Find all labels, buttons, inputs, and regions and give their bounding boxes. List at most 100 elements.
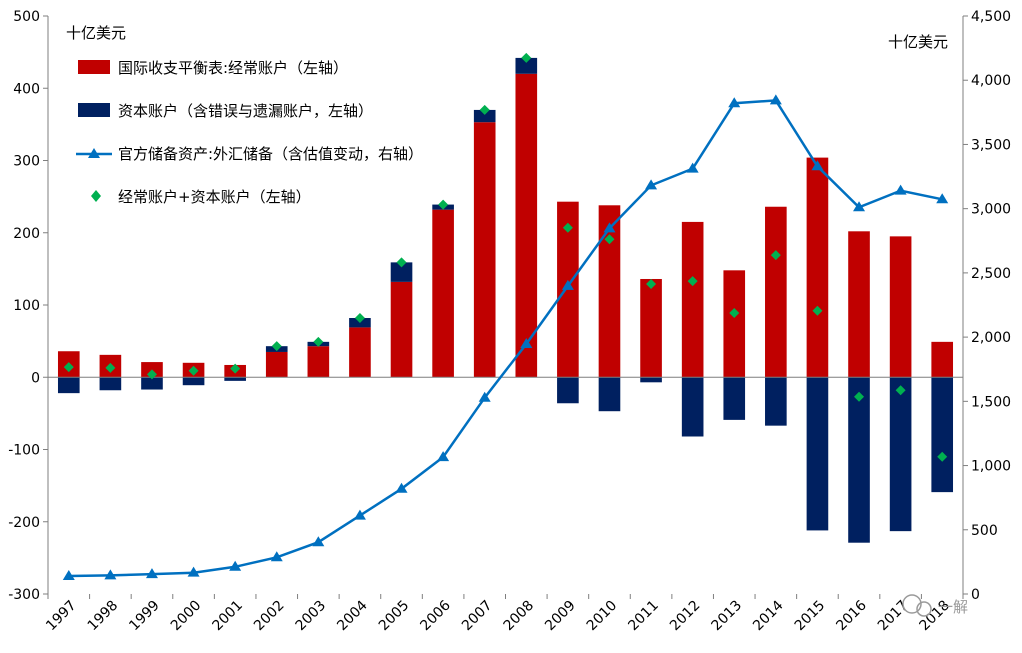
fx-reserves-point-2000 [187, 566, 200, 577]
capital-account-bar-2015 [806, 377, 829, 531]
bar-layer [57, 57, 954, 543]
left-tick-label: 300 [13, 154, 40, 170]
axes-layer [43, 15, 968, 599]
x-tick-label: 2001 [209, 598, 246, 635]
x-tick-label: 1997 [43, 598, 80, 635]
fx-reserves-point-1999 [145, 568, 158, 579]
sum-point-1999 [146, 369, 157, 380]
sum-point-2018 [937, 451, 948, 462]
x-tick-label: 2015 [792, 598, 829, 635]
legend-label-sum: 经常账户+资本账户（左轴） [118, 188, 311, 206]
legend-label-fx-reserves: 官方储备资产:外汇储备（含估值变动，右轴） [118, 145, 423, 163]
fx-reserves-point-2014 [769, 94, 782, 105]
fx-reserves-point-2016 [853, 201, 866, 212]
current-account-bar-2004 [349, 327, 371, 378]
sum-point-2010 [604, 234, 615, 245]
left-tick-label: 500 [13, 9, 40, 25]
current-account-bar-2011 [640, 278, 662, 378]
left-axis-unit: 十亿美元 [66, 24, 126, 42]
capital-account-bar-2013 [723, 377, 746, 420]
right-tick-label: 4,500 [971, 9, 1011, 25]
sum-point-2006 [438, 199, 449, 210]
fx-reserves-point-2017 [894, 184, 907, 195]
capital-account-bar-2012 [681, 377, 704, 437]
fx-reserves-point-2003 [312, 536, 325, 547]
sum-point-2011 [646, 279, 657, 290]
x-tick-label: 2008 [501, 598, 538, 635]
sum-point-2009 [562, 222, 573, 233]
capital-account-bar-2017 [889, 377, 912, 532]
right-tick-label: 3,000 [971, 202, 1011, 218]
legend-swatch-current-account [78, 60, 110, 74]
x-tick-label: 2003 [293, 598, 330, 635]
x-tick-label: 2014 [750, 597, 787, 634]
capital-account-bar-2010 [598, 377, 621, 412]
sum-point-2005 [396, 257, 407, 268]
capital-account-bar-2018 [931, 377, 954, 493]
fx-reserves-point-2001 [229, 560, 242, 571]
sum-point-2012 [687, 276, 698, 287]
fx-reserves-point-2002 [270, 551, 283, 562]
current-account-bar-2002 [265, 351, 288, 378]
x-tick-label: 2013 [709, 598, 746, 635]
fx-reserves-point-2004 [353, 509, 366, 520]
capital-account-bar-2008 [515, 57, 538, 74]
capital-account-bar-2005 [390, 262, 413, 282]
capital-account-bar-2011 [640, 377, 662, 383]
sum-point-2013 [729, 307, 740, 318]
capital-account-bar-1997 [57, 377, 80, 394]
capital-account-bar-2014 [765, 377, 787, 426]
sum-point-2000 [188, 365, 199, 376]
fx-reserves-point-2013 [728, 97, 741, 108]
fx-reserves-point-1997 [62, 570, 75, 581]
capital-account-bar-1998 [99, 377, 122, 391]
capital-account-bar-1999 [141, 377, 163, 390]
right-tick-label: 1,000 [971, 459, 1011, 475]
capital-account-bar-2007 [473, 109, 496, 123]
sum-point-2014 [770, 250, 781, 261]
right-tick-label: 2,000 [971, 330, 1011, 346]
right-tick-label: 0 [971, 587, 980, 603]
x-tick-label: 2009 [542, 598, 579, 635]
fx-reserves-point-2009 [561, 279, 574, 290]
x-tick-label: 2000 [168, 598, 205, 635]
current-account-bar-2018 [931, 341, 954, 378]
left-tick-label: 100 [13, 298, 40, 314]
legend-label-capital-account: 资本账户（含错误与遗漏账户，左轴） [118, 102, 373, 120]
watermark: 一解 [902, 594, 968, 617]
left-tick-label: 0 [31, 370, 40, 386]
wechat-logo-icon-small [916, 601, 932, 617]
fx-reserves-point-2006 [437, 451, 450, 462]
scatter-layer [63, 52, 948, 462]
capital-account-bar-2001 [224, 377, 246, 381]
fx-reserves-point-1998 [104, 569, 117, 580]
current-account-bar-2017 [889, 236, 912, 378]
x-tick-label: 2012 [667, 598, 704, 635]
capital-account-bar-2009 [557, 377, 579, 404]
x-tick-label: 1999 [126, 598, 163, 635]
right-tick-label: 2,500 [971, 266, 1011, 282]
x-tick-label: 2016 [833, 597, 870, 634]
sum-point-2002 [271, 341, 282, 352]
current-account-bar-2014 [765, 206, 787, 378]
x-tick-label: 2004 [334, 597, 371, 634]
legend: 国际收支平衡表:经常账户（左轴） 资本账户（含错误与遗漏账户，左轴） 官方储备资… [76, 59, 423, 206]
right-tick-label: 4,000 [971, 73, 1011, 89]
current-account-bar-2013 [723, 270, 746, 378]
x-tick-label: 2005 [376, 598, 413, 635]
sum-point-1997 [63, 362, 74, 373]
fx-reserves-point-2012 [686, 162, 699, 173]
sum-point-2008 [521, 52, 532, 63]
current-account-bar-2005 [390, 281, 413, 378]
x-tick-label: 2006 [417, 597, 454, 634]
current-account-bar-2008 [515, 73, 538, 378]
current-account-bar-2010 [598, 205, 621, 378]
x-tick-label: 2007 [459, 598, 496, 635]
current-account-bar-2007 [473, 122, 496, 378]
right-tick-label: 1,500 [971, 394, 1011, 410]
legend-marker-fx-reserves [88, 148, 100, 158]
x-tick-label: 2002 [251, 598, 288, 635]
sum-point-2003 [313, 336, 324, 347]
current-account-bar-2012 [681, 221, 704, 378]
x-tick-label: 2010 [584, 598, 621, 635]
